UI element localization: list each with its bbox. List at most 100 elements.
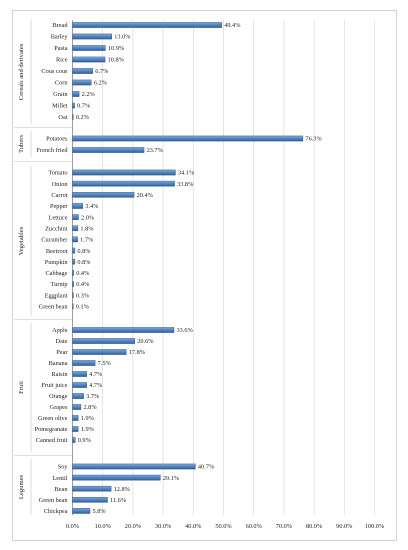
x-tick-label: 50.0%	[215, 523, 232, 530]
data-label: 76.3%	[305, 136, 322, 143]
category-label: Grapes	[50, 404, 68, 411]
category-label: Bread	[52, 22, 68, 29]
data-label: 6.2%	[94, 80, 108, 87]
data-label: 0.8%	[77, 248, 91, 255]
category-label: Pumpkin	[45, 259, 69, 266]
data-label: 2.8%	[83, 404, 97, 411]
bar	[72, 497, 108, 503]
data-label: 1.9%	[81, 426, 95, 433]
data-label: 3.7%	[86, 393, 100, 400]
bar	[72, 270, 74, 276]
data-label: 4.7%	[89, 382, 103, 389]
x-tick-label: 70.0%	[276, 523, 293, 530]
category-label: French fried	[37, 147, 69, 154]
data-label: 10.9%	[108, 45, 125, 52]
data-label: 0.4%	[76, 281, 90, 288]
category-label: Corn	[55, 80, 68, 87]
bar	[72, 214, 79, 220]
bar	[72, 393, 84, 399]
data-label: 0.4%	[76, 270, 90, 277]
x-tick-label: 40.0%	[185, 523, 202, 530]
data-label: 40.7%	[198, 464, 215, 471]
category-label: Pomegranate	[35, 426, 68, 433]
category-label: Banana	[49, 360, 68, 367]
bar	[72, 147, 145, 153]
x-tick-label: 100.0%	[365, 523, 385, 530]
category-label: Carrot	[51, 192, 67, 199]
category-label: Chickpea	[44, 508, 68, 515]
category-label: Potatoes	[46, 136, 68, 143]
bar	[72, 508, 91, 514]
bar	[72, 382, 87, 388]
category-label: Cucumber	[41, 237, 68, 244]
x-tick-label: 30.0%	[155, 523, 172, 530]
data-label: 33.8%	[177, 181, 194, 188]
data-label: 17.8%	[129, 349, 146, 356]
category-label: Cabbage	[45, 270, 67, 277]
bar	[72, 463, 196, 470]
category-label: Beetroot	[46, 248, 68, 255]
data-label: 0.9%	[78, 437, 92, 444]
bar	[72, 371, 87, 377]
category-label: Zucchini	[45, 225, 68, 232]
category-label: Soy	[58, 464, 69, 471]
data-label: 33.6%	[176, 327, 193, 334]
category-label: Pasta	[54, 45, 67, 52]
data-label: 13.0%	[114, 34, 131, 41]
category-label: Onion	[52, 181, 69, 188]
group-label: Vegetables	[18, 226, 25, 255]
data-label: 10.8%	[108, 57, 125, 64]
category-label: Pear	[56, 349, 68, 356]
bar	[72, 56, 106, 63]
group-label: Fruit	[18, 381, 25, 394]
x-tick-label: 80.0%	[306, 523, 323, 530]
category-label: Green bean	[39, 304, 69, 311]
data-label: 0.8%	[77, 259, 91, 266]
data-label: 49.4%	[224, 22, 241, 29]
data-label: 20.6%	[137, 338, 154, 345]
category-label: Raisin	[51, 371, 68, 378]
bar	[72, 191, 135, 198]
bar	[72, 68, 93, 74]
bar	[72, 415, 79, 421]
data-label: 12.8%	[114, 486, 131, 493]
data-label: 0.7%	[77, 103, 91, 110]
bar	[72, 33, 112, 40]
bar	[72, 258, 76, 265]
bar	[72, 360, 96, 366]
bar	[72, 236, 78, 243]
bar	[72, 22, 222, 28]
category-label: Date	[56, 338, 68, 345]
bar	[72, 91, 80, 97]
category-label: Rice	[56, 57, 68, 64]
x-tick-label: 0.0%	[66, 523, 80, 530]
bar	[72, 426, 79, 432]
bar	[72, 474, 161, 481]
category-label: Grain	[53, 91, 68, 98]
data-label: 1.9%	[81, 415, 95, 422]
category-label: Green bean	[39, 497, 69, 504]
group-label: Tubers	[18, 135, 25, 154]
bar	[72, 114, 74, 120]
bar	[72, 303, 74, 310]
category-label: Pepper	[50, 203, 68, 210]
category-label: Millet	[52, 103, 68, 110]
category-label: Tomato	[48, 170, 67, 177]
category-label: Lettuce	[49, 214, 68, 221]
data-label: 0.3%	[76, 292, 90, 299]
category-label: Fruit juice	[41, 382, 67, 389]
category-label: Apple	[52, 327, 68, 334]
data-label: 1.8%	[80, 225, 94, 232]
data-label: 34.1%	[178, 170, 195, 177]
data-label: 1.7%	[80, 237, 94, 244]
data-label: 0.1%	[76, 304, 90, 311]
chart-frame	[12, 10, 397, 541]
bar	[72, 404, 82, 410]
category-label: Canned fruit	[36, 437, 68, 444]
bar	[72, 485, 112, 492]
data-label: 20.4%	[137, 192, 154, 199]
bar	[72, 327, 175, 333]
x-tick-label: 20.0%	[125, 523, 142, 530]
bar	[72, 102, 75, 109]
